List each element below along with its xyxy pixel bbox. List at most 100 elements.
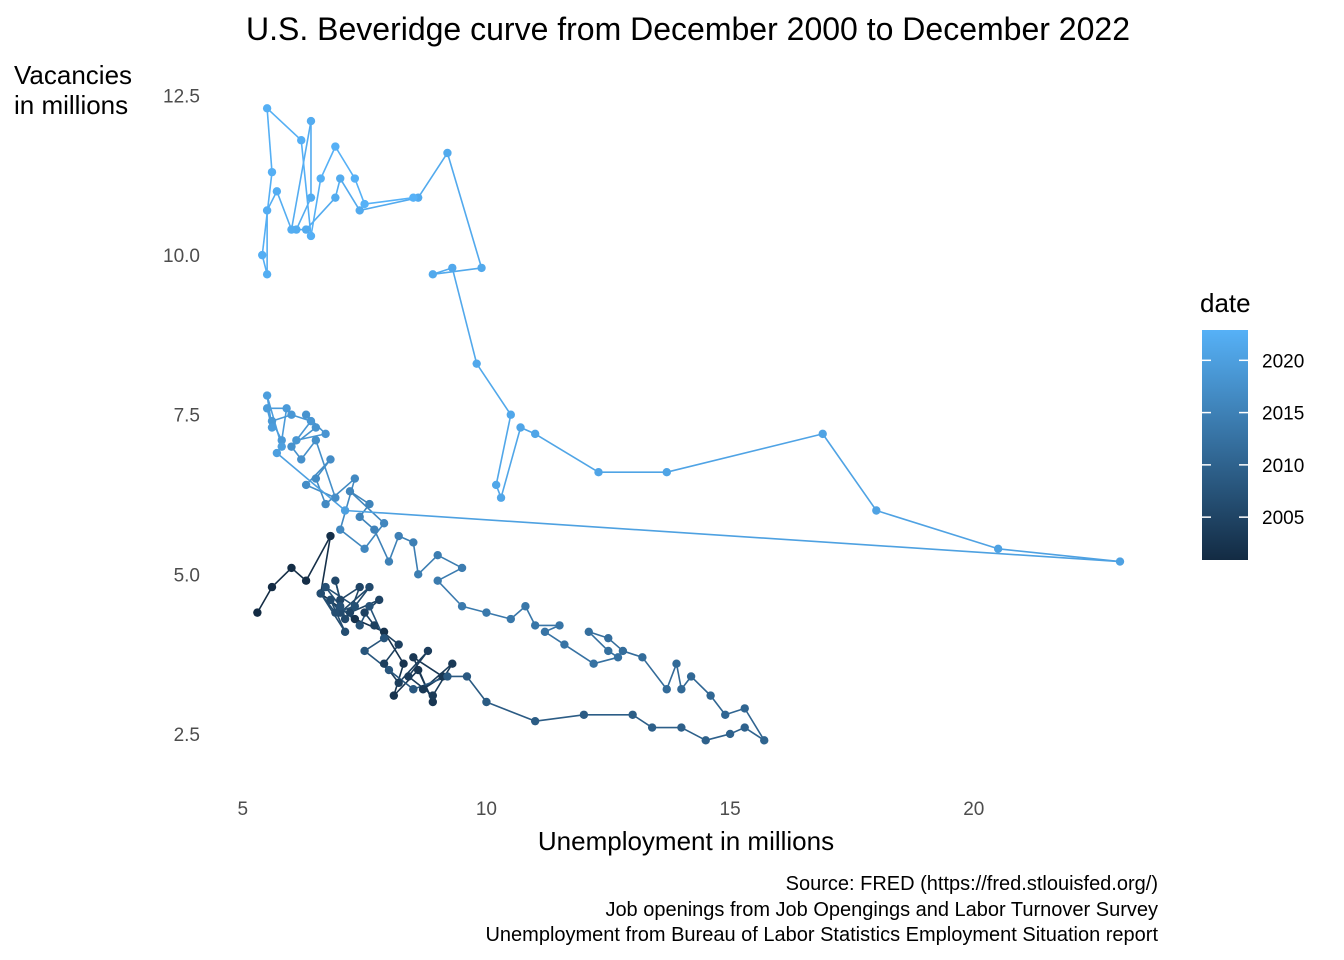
data-point [560, 640, 569, 649]
series-segment [437, 580, 463, 607]
series-segment [437, 554, 463, 569]
series-segment [417, 152, 449, 199]
data-point [409, 653, 418, 662]
series-segment [305, 535, 332, 582]
data-point [331, 193, 340, 202]
data-point [540, 627, 550, 636]
legend-title: date [1200, 288, 1251, 318]
data-point [662, 467, 671, 477]
caption-line-1: Source: FRED (https://fred.stlouisfed.or… [786, 873, 1158, 895]
data-point [316, 174, 325, 183]
series-segment [876, 509, 999, 550]
series-segment [417, 554, 439, 575]
data-point [521, 602, 530, 611]
data-point [579, 710, 589, 719]
data-point [740, 704, 749, 713]
data-point [584, 627, 593, 636]
data-point [530, 621, 540, 630]
data-point [292, 436, 301, 445]
data-point [272, 187, 282, 196]
data-point [326, 531, 335, 541]
data-point [448, 659, 457, 668]
y-axis-title-line-2: in millions [14, 90, 128, 120]
series-segment [500, 427, 522, 498]
data-point [336, 595, 345, 605]
series-segment [398, 650, 429, 684]
series-segment [305, 197, 336, 231]
series-segment [310, 178, 322, 237]
series-segment [476, 363, 512, 416]
data-point [433, 550, 442, 560]
data-point [355, 621, 364, 630]
data-point [399, 659, 408, 668]
y-axis-ticks: 2.5 5.0 7.5 10.0 12.5 [163, 87, 200, 746]
data-point [306, 416, 316, 426]
y-tick-label: 2.5 [174, 725, 200, 746]
data-point [701, 736, 710, 745]
data-point [457, 602, 467, 611]
data-point [686, 672, 696, 681]
data-point [516, 423, 525, 432]
series-segment [359, 196, 419, 212]
data-point [326, 595, 335, 605]
data-point [311, 436, 321, 445]
series-segment [339, 178, 361, 211]
series-segment [325, 477, 356, 505]
data-point [472, 359, 481, 368]
data-point [345, 487, 355, 496]
data-point [262, 404, 272, 413]
data-point [594, 467, 603, 477]
data-point [262, 270, 272, 279]
data-point [818, 429, 827, 439]
data-point [379, 519, 389, 528]
data-point [331, 142, 340, 151]
x-tick-label: 10 [476, 799, 497, 820]
data-point [272, 448, 282, 458]
series-segment [334, 146, 356, 179]
data-point [740, 723, 749, 732]
data-point [360, 608, 369, 617]
data-point [331, 576, 340, 585]
data-point [409, 538, 418, 547]
data-point [306, 193, 316, 202]
data-point [384, 665, 394, 675]
series-segment [266, 107, 302, 141]
data-point [355, 582, 364, 592]
series-segment [666, 663, 678, 690]
data-point [413, 665, 423, 675]
data-point [404, 672, 413, 681]
data-point [394, 531, 403, 541]
series-segment [339, 586, 370, 614]
data-point [482, 697, 491, 707]
data-point [311, 474, 321, 483]
data-point [262, 104, 272, 113]
caption: Source: FRED (https://fred.stlouisfed.or… [485, 873, 1158, 946]
series-segment [305, 484, 336, 499]
data-point [477, 263, 486, 273]
series-segment [432, 267, 482, 276]
data-point [555, 621, 564, 630]
data-point [350, 474, 360, 483]
series-segment [690, 675, 712, 697]
x-axis-title: Unemployment in millions [538, 826, 834, 856]
legend-tick-label: 2020 [1262, 351, 1304, 372]
data-point [267, 582, 277, 592]
data-point [340, 614, 350, 624]
data-point [706, 691, 715, 700]
data-point [365, 602, 374, 611]
data-point [418, 685, 428, 694]
series-segment [280, 408, 288, 441]
x-axis-ticks: 5 10 15 20 [237, 799, 984, 820]
data-point [443, 148, 452, 158]
y-tick-label: 12.5 [163, 87, 200, 108]
data-point [262, 391, 272, 400]
series-segment [437, 567, 463, 582]
series-segment [412, 542, 419, 575]
data-point [277, 436, 286, 445]
data-point [287, 563, 296, 573]
series-segment [998, 547, 1121, 563]
series-segment [315, 440, 337, 498]
data-point [647, 723, 657, 732]
data-point [457, 563, 467, 573]
legend-tick-label: 2010 [1262, 456, 1304, 477]
